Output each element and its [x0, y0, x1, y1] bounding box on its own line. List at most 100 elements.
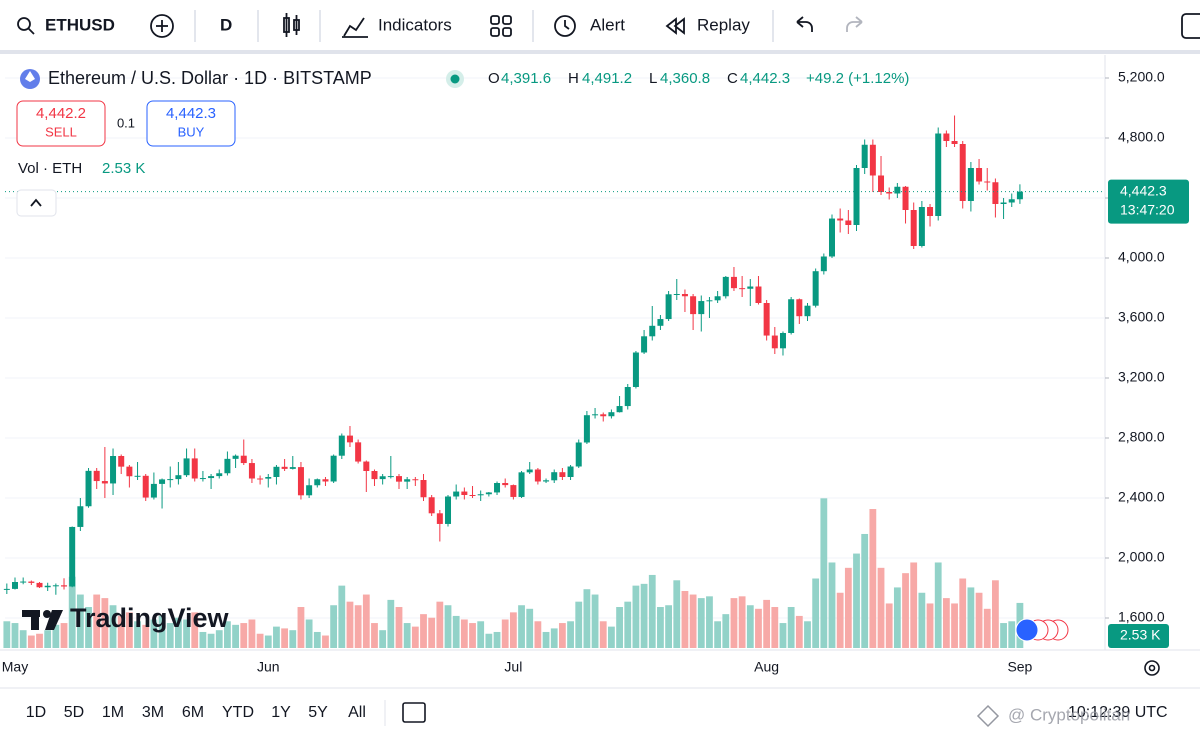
alert-icon[interactable] [554, 15, 576, 37]
candle-body [575, 442, 582, 467]
ohlc-value: 4,391.6 [501, 70, 551, 87]
indicators-icon[interactable] [343, 17, 365, 37]
candle-body [297, 467, 304, 496]
volume-bar [27, 635, 35, 648]
range-bar: 1D 5D 1M 3M 6M YTD 1Y 5Y All [26, 704, 366, 721]
candle-body [216, 473, 223, 477]
candle-body [592, 414, 599, 416]
candle-body [363, 461, 370, 471]
range-button[interactable]: 1D [26, 704, 46, 721]
layout-icon[interactable] [490, 15, 500, 25]
candle-body [935, 133, 942, 216]
candle-body [118, 456, 125, 467]
y-tick-label: 2,800.0 [1118, 429, 1165, 445]
volume-bar [11, 623, 19, 648]
candle-body [12, 582, 18, 589]
volume-bar [869, 509, 877, 648]
goto-date-button[interactable] [402, 702, 426, 723]
candle-body [681, 294, 688, 297]
symbol[interactable]: ETHUSD [45, 15, 115, 34]
replay-button[interactable]: Replay [697, 15, 750, 34]
candle-body [796, 299, 803, 317]
range-button[interactable]: 1Y [271, 704, 291, 721]
candle-body [1008, 199, 1015, 203]
candle-body [771, 335, 778, 349]
candle-body [20, 581, 27, 583]
sell-price: 4,442.2 [36, 105, 86, 122]
candle-body [445, 496, 452, 524]
range-button[interactable]: 5Y [308, 704, 328, 721]
volume-legend-label: Vol · ETH [18, 160, 82, 177]
candle-body [248, 463, 255, 479]
buy-button[interactable] [146, 100, 236, 147]
volume-bar [215, 630, 223, 648]
interval[interactable]: D [220, 15, 232, 34]
candle-body [191, 458, 198, 479]
y-tick-label: 1,600.0 [1118, 609, 1165, 625]
volume-bar [616, 607, 623, 648]
candle-body [534, 469, 541, 482]
candle-body [273, 466, 280, 477]
indicators-button[interactable]: Indicators [378, 15, 452, 34]
search-icon[interactable] [17, 17, 31, 31]
volume-bar [36, 633, 43, 648]
range-button[interactable]: 1M [102, 704, 124, 721]
candle-body [608, 412, 615, 417]
candle-body [502, 483, 509, 486]
volume-bar [125, 612, 133, 648]
candle-body [485, 492, 492, 495]
x-tick-label: May [2, 659, 28, 675]
add-symbol-button[interactable] [150, 14, 174, 38]
candle-body [199, 478, 206, 480]
candle-body [992, 182, 999, 204]
watermark-logo: TradingView [70, 603, 230, 633]
candle-body [101, 481, 108, 484]
ohlc-key: O [488, 70, 500, 87]
candle-body [779, 333, 786, 349]
redo-icon[interactable] [846, 16, 863, 32]
sell-button[interactable] [16, 100, 106, 147]
candle-body [224, 458, 231, 474]
collapse-legend[interactable] [16, 189, 57, 217]
volume-bar [76, 594, 84, 648]
candle-body [551, 472, 558, 481]
range-button[interactable]: 3M [142, 704, 164, 721]
candle-body [281, 466, 288, 469]
volume-bar [550, 628, 558, 648]
range-button[interactable]: 6M [182, 704, 204, 721]
volume-bar [354, 605, 362, 648]
panel-toggle[interactable] [1181, 13, 1200, 39]
ohlc-key: H [568, 70, 579, 87]
settings-button[interactable] [1144, 660, 1160, 676]
volume-bar [942, 598, 950, 648]
candle-body [910, 210, 917, 246]
range-button[interactable]: All [348, 704, 366, 721]
volume-bar [460, 619, 468, 648]
volume-bar [158, 615, 166, 648]
x-tick-label: Aug [754, 659, 779, 675]
candle-body [902, 186, 909, 210]
volume-bar [93, 594, 101, 648]
logo-dot [43, 610, 51, 618]
volume-bar [967, 587, 975, 648]
volume-bar [150, 619, 158, 648]
alert-button[interactable]: Alert [590, 15, 625, 34]
y-tick-label: 4,800.0 [1118, 129, 1165, 145]
candle-body [85, 470, 92, 507]
layout-icon [502, 27, 512, 37]
range-button[interactable]: YTD [222, 704, 254, 721]
candle-body [461, 491, 468, 495]
candle-body [788, 299, 795, 333]
layout-icon [490, 27, 500, 37]
volume-bar [175, 617, 182, 648]
y-tick-label: 2,000.0 [1118, 549, 1165, 565]
range-button[interactable]: 5D [64, 704, 84, 721]
volume-bar [844, 567, 852, 648]
candle-body [93, 470, 100, 482]
undo-icon[interactable] [796, 16, 813, 32]
symbol-title: Ethereum / U.S. Dollar · 1D · BITSTAMP [48, 68, 372, 88]
volume-bar [403, 623, 411, 648]
candle-body [624, 387, 631, 407]
y-tick-label: 5,200.0 [1118, 69, 1165, 85]
